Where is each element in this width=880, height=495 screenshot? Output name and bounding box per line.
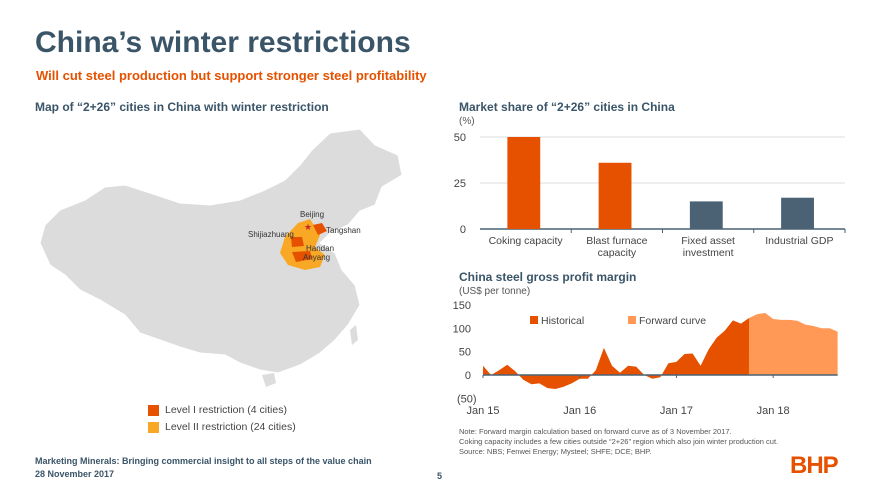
- x-tick-label: Industrial GDP: [765, 235, 833, 247]
- x-tick-label: Jan 18: [757, 405, 790, 417]
- footer: Marketing Minerals: Bringing commercial …: [35, 455, 372, 481]
- level1-region-shijiazhuang: [291, 237, 304, 247]
- legend-level1: Level I restriction (4 cities): [148, 404, 287, 416]
- legend-label: Forward curve: [639, 315, 706, 327]
- beijing-star-icon: ★: [304, 222, 312, 232]
- bar-1: [598, 162, 632, 229]
- area-series-1: [748, 312, 838, 375]
- level1-region-handan: [292, 251, 312, 262]
- level1-region-tangshan: [313, 223, 327, 235]
- x-tick-label: Jan 15: [466, 405, 499, 417]
- y-tick-label: 0: [465, 370, 471, 382]
- line-chart-unit: (US$ per tonne): [459, 286, 531, 297]
- map-title: Map of “2+26” cities in China with winte…: [35, 100, 329, 114]
- y-tick-label: 100: [453, 323, 471, 335]
- y-tick-label: 25: [454, 178, 466, 190]
- x-tick-label: Blast furnace: [586, 235, 647, 247]
- x-tick-label: Fixed asset: [681, 235, 735, 247]
- city-label: Shijiazhuang: [248, 230, 294, 239]
- note-line: Coking capacity includes a few cities ou…: [459, 437, 779, 446]
- bar-2: [689, 201, 723, 229]
- footer-date: 28 November 2017: [35, 469, 115, 479]
- page-number: 5: [437, 471, 443, 481]
- note-line: Note: Forward margin calculation based o…: [459, 427, 732, 436]
- page-subtitle: Will cut steel production but support st…: [36, 68, 427, 83]
- legend-level2: Level II restriction (24 cities): [148, 421, 296, 433]
- area-series-0: [483, 318, 749, 389]
- footer-text: Marketing Minerals: Bringing commercial …: [35, 456, 372, 466]
- y-tick-label: 50: [454, 132, 466, 144]
- hainan-island: [262, 373, 276, 387]
- x-tick-label: investment: [683, 247, 734, 259]
- city-label: Beijing: [300, 210, 324, 219]
- y-tick-label: (50): [457, 393, 477, 405]
- china-map: ★ Beijing Tangshan Shijiazhuang Handan A…: [39, 128, 403, 387]
- source-line: Source: NBS; Fenwei Energy; Mysteel; SHF…: [459, 447, 652, 456]
- x-tick-label: Coking capacity: [489, 235, 564, 247]
- bar-chart-unit: (%): [459, 116, 475, 127]
- bhp-logo: BHP: [790, 452, 839, 479]
- bar-chart-title: Market share of “2+26” cities in China: [459, 100, 675, 114]
- chart-notes: Note: Forward margin calculation based o…: [459, 427, 778, 457]
- legend-swatch: [628, 316, 636, 324]
- china-outline: [39, 128, 403, 374]
- bar-3: [781, 197, 814, 229]
- x-tick-label: capacity: [598, 247, 637, 259]
- y-tick-label: 0: [460, 224, 466, 236]
- legend-label: Level I restriction (4 cities): [165, 404, 287, 416]
- legend-swatch: [530, 316, 538, 324]
- city-label: Handan: [306, 244, 334, 253]
- y-tick-label: 50: [459, 347, 471, 359]
- legend-swatch: [148, 404, 159, 416]
- y-tick-label: 150: [453, 300, 471, 312]
- legend-swatch: [148, 421, 159, 433]
- city-label: Anyang: [303, 253, 330, 262]
- line-chart-title: China steel gross profit margin: [459, 270, 637, 284]
- bar-0: [507, 137, 541, 229]
- taiwan-island: [350, 325, 358, 345]
- x-tick-label: Jan 17: [660, 405, 693, 417]
- city-label: Tangshan: [326, 226, 361, 235]
- x-tick-label: Jan 16: [563, 405, 596, 417]
- page-title: China’s winter restrictions: [35, 26, 411, 59]
- legend-label: Level II restriction (24 cities): [165, 421, 296, 433]
- market-share-bar-chart: 0 25 50 Coking capacity Blast furnacecapacit…: [454, 132, 846, 259]
- profit-margin-area-chart: 150 100 50 0 (50) Historical Forward curve Jan …: [453, 300, 838, 417]
- legend-label: Historical: [541, 315, 584, 327]
